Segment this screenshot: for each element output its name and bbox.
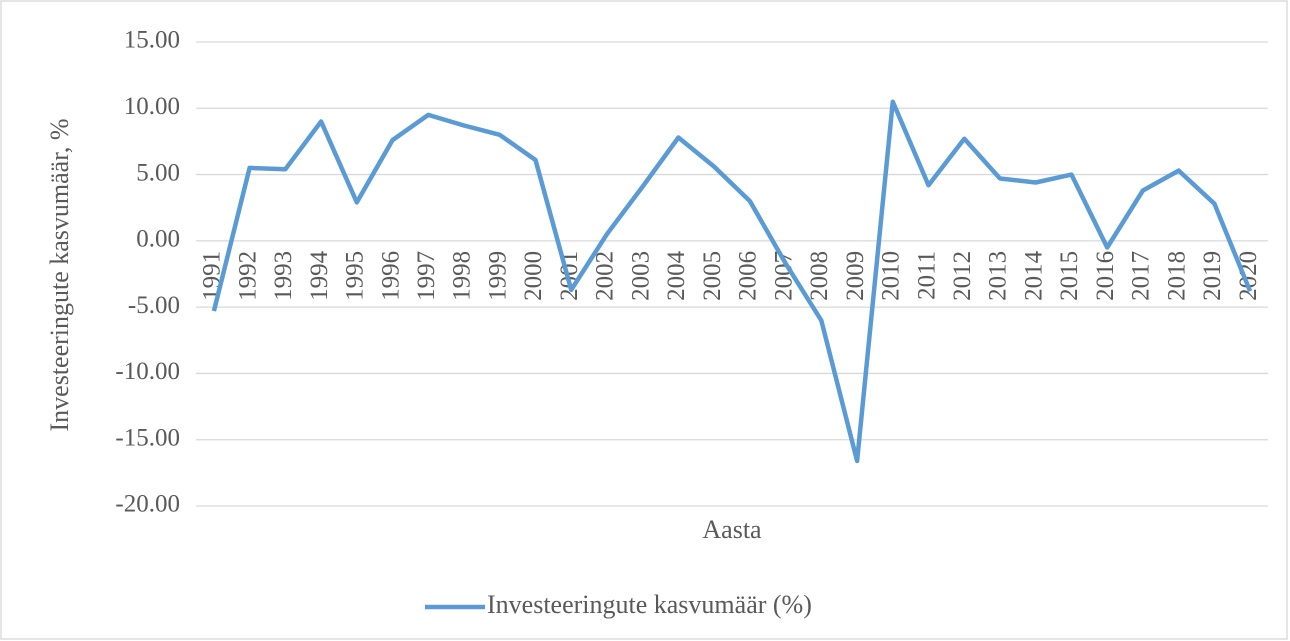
x-tick-label: 2006 <box>735 251 762 301</box>
x-tick-label: 2013 <box>985 251 1012 301</box>
x-tick-label: 2012 <box>949 251 976 301</box>
x-tick-label: 1996 <box>377 251 404 301</box>
x-tick-label: 2003 <box>627 251 654 301</box>
y-tick-label: -20.00 <box>115 491 180 518</box>
x-tick-label: 2005 <box>699 251 726 301</box>
x-tick-label: 1992 <box>234 251 261 301</box>
y-tick-label: 0.00 <box>136 226 180 253</box>
x-tick-label: 2016 <box>1092 251 1119 301</box>
x-tick-label: 1997 <box>413 251 440 301</box>
y-tick-label: -15.00 <box>115 424 180 451</box>
x-tick-label: 2008 <box>806 251 833 301</box>
y-tick-label: 15.00 <box>124 27 180 54</box>
x-tick-label: 2010 <box>878 251 905 301</box>
x-tick-label: 1994 <box>306 250 333 301</box>
legend-label: Investeeringute kasvumäär (%) <box>487 590 812 619</box>
x-tick-label: 2018 <box>1163 251 1190 301</box>
x-tick-label: 2014 <box>1020 250 1047 301</box>
x-tick-label: 2009 <box>842 251 869 301</box>
x-tick-label: 1995 <box>342 251 369 301</box>
y-tick-label: -5.00 <box>128 292 180 319</box>
x-tick-label: 2004 <box>663 250 690 301</box>
x-tick-label: 2017 <box>1128 251 1155 301</box>
data-line <box>211 99 1253 464</box>
x-tick-label: 2000 <box>520 251 547 301</box>
x-tick-label: 1993 <box>270 251 297 301</box>
y-tick-label: 10.00 <box>124 93 180 120</box>
x-tick-label: 2015 <box>1056 251 1083 301</box>
y-tick-label: 5.00 <box>136 159 180 186</box>
y-axis-title: Investeeringute kasvumäär, % <box>45 118 74 431</box>
x-tick-label: 1998 <box>449 251 476 301</box>
x-axis-title: Aasta <box>702 515 762 544</box>
x-tick-label: 2011 <box>913 251 940 300</box>
y-tick-label: -10.00 <box>115 358 180 385</box>
x-tick-label: 2019 <box>1199 251 1226 301</box>
x-tick-label: 1999 <box>484 251 511 301</box>
x-tick-label: 2002 <box>592 251 619 301</box>
